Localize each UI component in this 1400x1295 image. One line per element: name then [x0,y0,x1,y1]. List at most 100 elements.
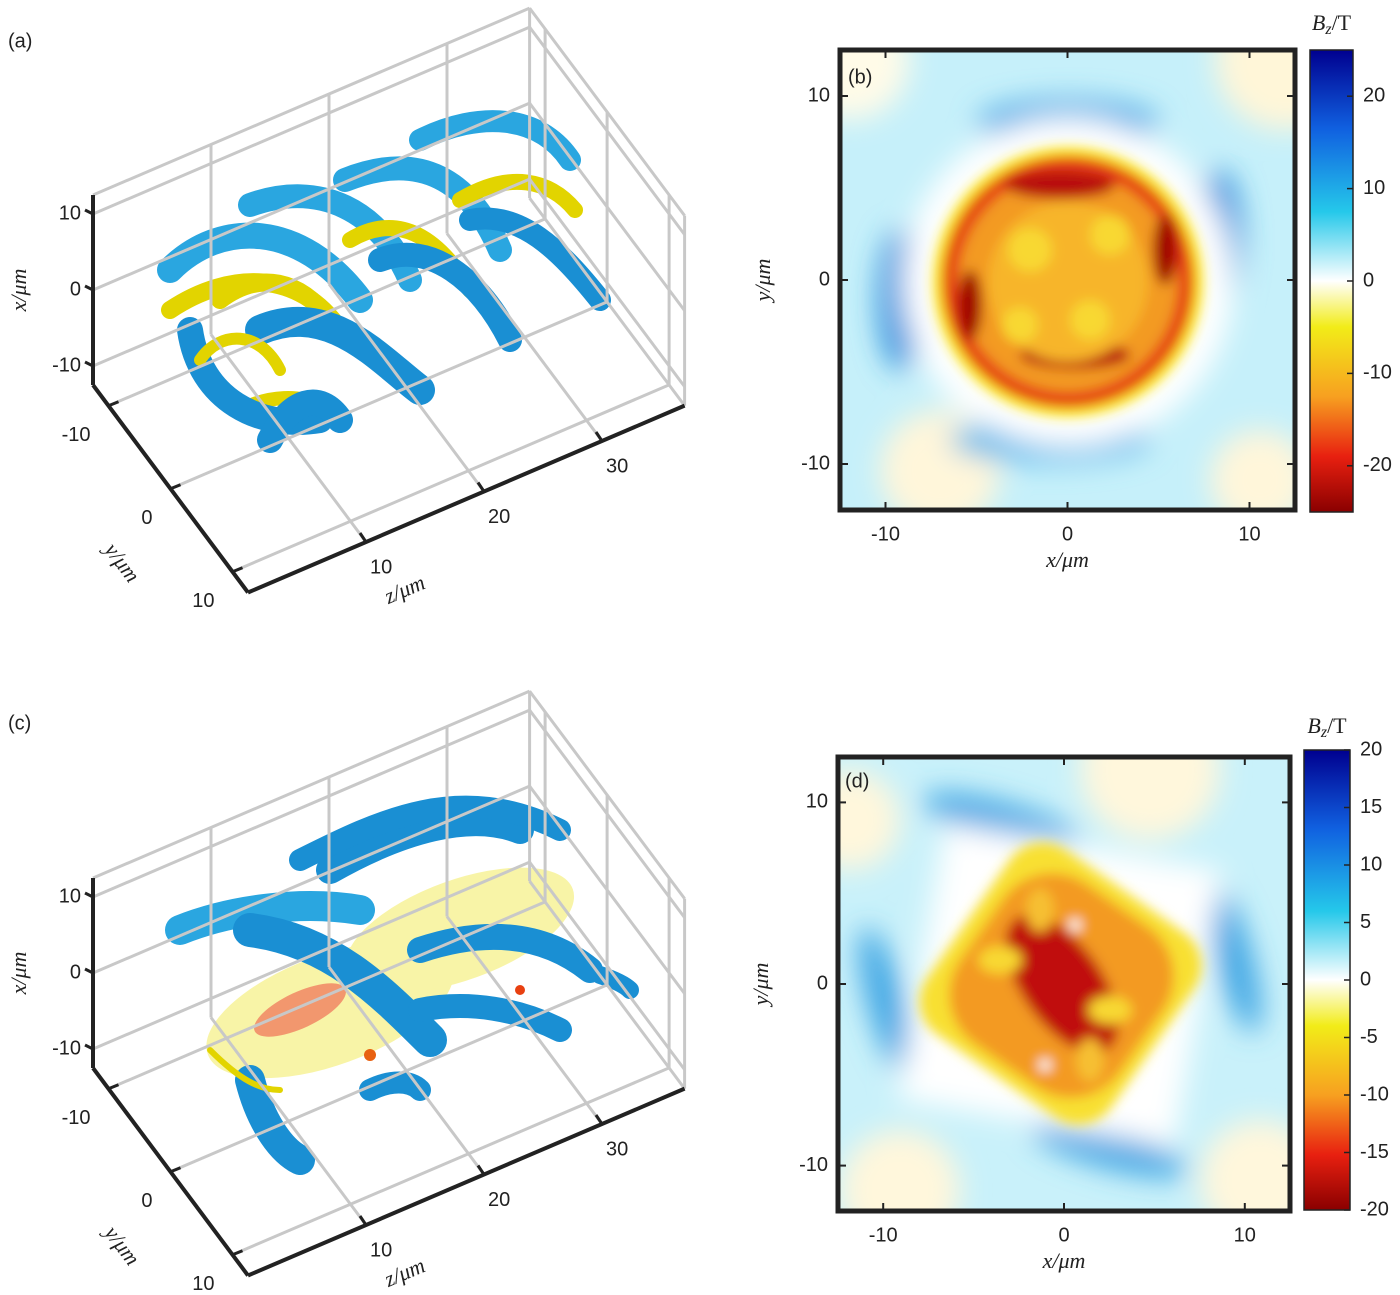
colorbar-symbol: B [1312,10,1325,35]
x-tick-label: -10 [52,354,81,376]
grid-line [92,860,531,1051]
y-tick-label: 0 [819,268,830,290]
x-axis-label: x/μm [6,952,31,996]
z-tick-label: 10 [370,1239,392,1261]
tick-mark [594,431,604,442]
panel-label: (d) [845,770,869,792]
colorbar-unit: /T [1327,713,1347,738]
colorbar-tick-label: -5 [1360,1026,1378,1048]
x-tick-label: 0 [70,961,81,983]
y-tick-label: -10 [62,1107,91,1129]
tick-mark [84,284,94,292]
colorbar-tick-label: 10 [1360,853,1382,875]
grid-line [92,101,531,292]
tick-mark [84,360,94,368]
colorbar-label: Bz/T [1307,713,1347,741]
tick-mark [358,532,368,543]
colorbar-tick-label: -15 [1360,1141,1389,1163]
colorbar-tick-label: 15 [1360,796,1382,818]
x-tick-label: 0 [70,278,81,300]
colorbar-tick-label: 5 [1360,911,1371,933]
y-axis-label: y/μm [98,1219,145,1270]
z-tick-label: 20 [488,1189,510,1211]
tick-mark [107,1083,120,1091]
panel-label: (a) [8,30,32,52]
x-tick-label: -10 [869,1224,898,1246]
grid-line [92,784,531,975]
colorbar-tick-label: 0 [1363,269,1374,291]
colorbar [1303,749,1351,1211]
x-axis-label: x/μm [1045,547,1089,572]
grid-line [107,217,546,408]
heatmap-image [838,757,1290,1211]
y-tick-label: 0 [141,1190,152,1212]
colorbar-tick-label: -20 [1360,1198,1389,1220]
z-tick-label: 20 [488,506,510,528]
y-axis-label: y/μm [750,259,775,304]
x-tick-label: 0 [1062,523,1073,545]
colorbar-tick-label: 20 [1360,738,1382,760]
tick-mark [476,481,486,493]
y-tick-label: 10 [806,791,828,813]
tick-mark [231,1249,244,1257]
x-tick-label: 10 [1234,1224,1256,1246]
z-tick-label: 30 [606,455,628,477]
x-tick-label: 10 [1238,523,1260,545]
colorbar-unit: /T [1332,10,1352,35]
y-tick-label: 10 [192,590,214,612]
tick-mark [84,967,94,975]
grid-line [231,383,670,574]
x-tick-label: 10 [59,202,81,224]
panel-labels: (a) (b) (c) (d) [8,30,872,792]
tick-mark [84,208,94,216]
tick-mark [107,400,120,408]
y-axis-label: y/μm [98,536,145,587]
x-axis-label: x/μm [1042,1248,1086,1273]
grid-line [92,177,531,368]
colorbar-tick-label: -10 [1363,362,1392,384]
isosurface-image [157,110,611,453]
grid-line [92,25,531,216]
grid-line [169,300,608,491]
colorbar [1309,49,1354,513]
colorbar-tick-label: 0 [1360,968,1371,990]
axis-line [247,1086,686,1278]
y-tick-label: -10 [62,424,91,446]
tick-mark [358,1215,368,1226]
y-tick-label: 10 [192,1273,214,1295]
x-tick-label: 0 [1058,1224,1069,1246]
colorbar-label: Bz/T [1312,10,1352,38]
tick-mark [594,1114,604,1125]
y-tick-label: -10 [799,1154,828,1176]
box-edge [92,689,531,880]
y-tick-label: 10 [808,84,830,106]
y-tick-label: 0 [141,507,152,529]
tick-mark [84,1043,94,1051]
grid-line [107,900,546,1091]
colorbar-tick-label: 10 [1363,177,1385,199]
tick-mark [169,483,182,491]
tick-mark [231,566,244,574]
x-axis-label: x/μm [6,269,31,313]
y-tick-label: -10 [801,452,830,474]
panel-label: (b) [848,66,872,88]
colorbar-tick-label: -20 [1363,454,1392,476]
x-tick-label: 10 [59,885,81,907]
tick-mark [169,1166,182,1174]
axis-line [247,403,686,595]
grid-line [231,1066,670,1257]
colorbar-tick-label: 20 [1363,84,1385,106]
x-tick-label: -10 [871,523,900,545]
z-tick-label: 30 [606,1138,628,1160]
y-tick-label: 0 [817,972,828,994]
colorbar-tick-label: -10 [1360,1083,1389,1105]
tick-mark [84,891,94,899]
x-tick-label: -10 [52,1037,81,1059]
box-edge [528,7,686,217]
grid-line [169,983,608,1174]
box-edge [92,6,531,197]
grid-line [92,708,531,899]
isosurface-image [165,795,639,1175]
colorbar-symbol: B [1307,713,1320,738]
